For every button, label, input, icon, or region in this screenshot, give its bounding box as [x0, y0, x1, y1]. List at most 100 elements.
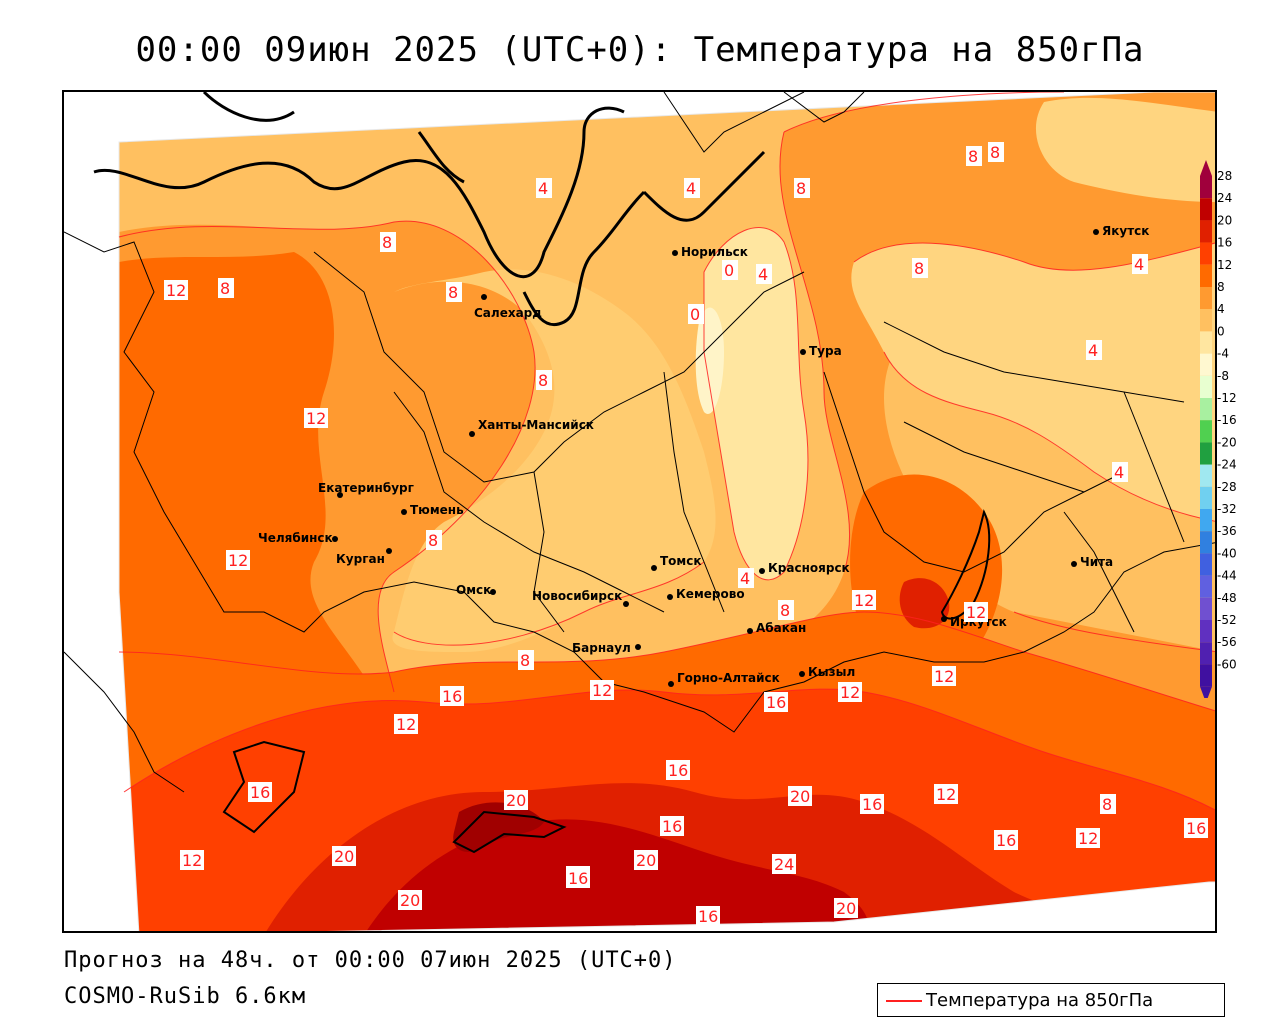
- contour-label: 16: [994, 830, 1018, 850]
- city-chita[interactable]: Чита: [1071, 555, 1113, 569]
- svg-text:Новосибирск: Новосибирск: [532, 589, 622, 603]
- colorbar-tick-label: -20: [1217, 435, 1237, 449]
- contour-label: 12: [180, 850, 204, 870]
- city-abakan[interactable]: Абакан: [747, 621, 806, 635]
- city-omsk[interactable]: Омск: [456, 583, 496, 597]
- contour-label: 12: [932, 666, 956, 686]
- colorbar-tick-label: -40: [1217, 546, 1237, 560]
- colorbar-labels: 28 24 20 16 12 8 4 0 -4 -8 -12 -16 -20 -24 -28 -32 -36 -4…: [1217, 169, 1237, 671]
- colorbar-swatch: [1200, 642, 1212, 665]
- svg-text:12: 12: [228, 551, 248, 570]
- city-salekhard[interactable]: Салехард: [474, 294, 542, 320]
- svg-text:12: 12: [934, 667, 954, 686]
- city-gorno-altaysk[interactable]: Горно-Алтайск: [668, 671, 780, 687]
- temperature-map: Якутск Норильск Салехард Тура Ханты-Манс…: [62, 90, 1217, 933]
- svg-text:Ханты-Мансийск: Ханты-Мансийск: [478, 418, 594, 432]
- city-krasnoyarsk[interactable]: Красноярск: [759, 561, 850, 575]
- contour-label: 20: [504, 790, 528, 810]
- city-tyumen[interactable]: Тюмень: [401, 503, 464, 517]
- city-khanty-mansiysk[interactable]: Ханты-Мансийск: [469, 418, 594, 437]
- svg-text:12: 12: [592, 681, 612, 700]
- city-kurgan[interactable]: Курган: [336, 548, 392, 566]
- city-kemerovo[interactable]: Кемерово: [667, 587, 745, 601]
- domain-outline: [118, 92, 1215, 931]
- contour-label: 8: [426, 530, 442, 550]
- contour-label: 4: [1132, 254, 1148, 274]
- city-novosibirsk[interactable]: Новосибирск: [532, 589, 629, 607]
- contour-label: 20: [332, 846, 356, 866]
- colorbar-tick-label: -16: [1217, 413, 1237, 427]
- city-chelyabinsk[interactable]: Челябинск: [258, 531, 338, 545]
- contour-label: 12: [164, 280, 188, 300]
- svg-text:20: 20: [790, 787, 810, 806]
- contour-label: 4: [1086, 340, 1102, 360]
- svg-text:Якутск: Якутск: [1102, 224, 1149, 238]
- svg-text:20: 20: [836, 899, 856, 918]
- city-markers: Якутск Норильск Салехард Тура Ханты-Манс…: [258, 224, 1149, 687]
- contour-label: 20: [834, 898, 858, 918]
- contour-label: 20: [788, 786, 812, 806]
- svg-text:Чита: Чита: [1080, 555, 1113, 569]
- svg-text:16: 16: [862, 795, 882, 814]
- contour-label: 12: [226, 550, 250, 570]
- contour-label: 12: [964, 602, 988, 622]
- contour-label: 8: [794, 178, 810, 198]
- city-yekaterinburg[interactable]: Екатеринбург: [318, 481, 414, 498]
- svg-text:Кемерово: Кемерово: [676, 587, 745, 601]
- contour-label: 4: [536, 178, 552, 198]
- contour-label: 12: [304, 408, 328, 428]
- svg-text:4: 4: [1088, 341, 1098, 360]
- contour-label: 0: [722, 260, 738, 280]
- colorbar-tick-label: -32: [1217, 502, 1237, 516]
- map-title: 00:00 09июн 2025 (UTC+0): Температура на…: [135, 30, 1145, 70]
- colorbar-tick-label: 20: [1217, 213, 1232, 227]
- colorbar-swatch: [1200, 176, 1212, 199]
- svg-text:12: 12: [182, 851, 202, 870]
- svg-text:Горно-Алтайск: Горно-Алтайск: [677, 671, 780, 685]
- contour-label: 20: [634, 850, 658, 870]
- city-barnaul[interactable]: Барнаул: [572, 641, 641, 655]
- svg-text:4: 4: [538, 179, 548, 198]
- svg-text:16: 16: [1186, 819, 1206, 838]
- contour-label: 8: [518, 650, 534, 670]
- city-tomsk[interactable]: Томск: [651, 554, 702, 571]
- model-name: COSMO-RuSib 6.6км: [64, 984, 307, 1009]
- svg-text:4: 4: [758, 265, 768, 284]
- svg-text:Тюмень: Тюмень: [410, 503, 464, 517]
- colorbar-swatch: [1200, 287, 1212, 310]
- contour-label: 12: [1076, 828, 1100, 848]
- city-tura[interactable]: Тура: [800, 344, 842, 358]
- forecast-info: Прогноз на 48ч. от 00:00 07июн 2025 (UTC…: [64, 948, 677, 973]
- arctic-coastline: [93, 92, 766, 327]
- contour-label: 16: [248, 782, 272, 802]
- contour-label: 8: [778, 600, 794, 620]
- contour-label: 12: [934, 784, 958, 804]
- svg-text:16: 16: [568, 869, 588, 888]
- region-borders: [64, 231, 1215, 854]
- svg-text:12: 12: [306, 409, 326, 428]
- city-kyzyl[interactable]: Кызыл: [799, 665, 855, 679]
- contour-label: 8: [380, 232, 396, 252]
- colorbar-tick-label: -60: [1217, 657, 1237, 671]
- temperature-colorbar: 28 24 20 16 12 8 4 0 -4 -8 -12 -16 -20 -24 -28 -32 -36 -4…: [1200, 160, 1237, 698]
- colorbar-bottom-arrow: [1200, 686, 1212, 698]
- contour-label: 0: [688, 304, 704, 324]
- svg-text:8: 8: [520, 651, 530, 670]
- colorbar-tick-label: -8: [1217, 369, 1229, 383]
- city-norilsk[interactable]: Норильск: [672, 245, 748, 259]
- city-yakutsk[interactable]: Якутск: [1093, 224, 1149, 238]
- colorbar-swatches: [1200, 160, 1212, 698]
- contour-label: 8: [218, 278, 234, 298]
- colorbar-swatch: [1200, 531, 1212, 554]
- contour-label: 16: [1184, 818, 1208, 838]
- svg-text:12: 12: [1078, 829, 1098, 848]
- colorbar-tick-label: -56: [1217, 635, 1237, 649]
- svg-text:4: 4: [1134, 255, 1144, 274]
- colorbar-tick-label: 12: [1217, 258, 1232, 272]
- colorbar-tick-label: -36: [1217, 524, 1237, 538]
- colorbar-tick-label: 16: [1217, 236, 1232, 250]
- colorbar-swatch: [1200, 553, 1212, 576]
- colorbar-swatch: [1200, 309, 1212, 332]
- colorbar-swatch: [1200, 442, 1212, 465]
- svg-text:16: 16: [442, 687, 462, 706]
